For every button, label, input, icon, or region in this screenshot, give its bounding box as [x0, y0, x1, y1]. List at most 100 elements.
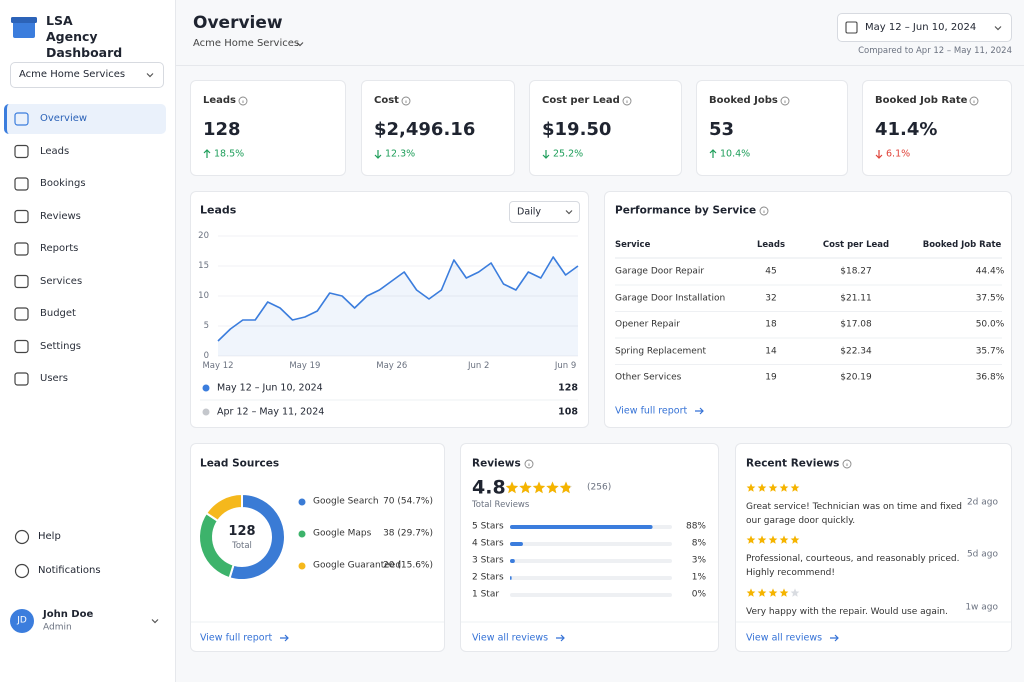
bar-value: 3%: [691, 555, 706, 566]
kpi-card: [696, 80, 848, 176]
kpi-card: [529, 80, 682, 176]
table-cell: $20.19: [840, 372, 872, 383]
x-tick-label: May 26: [376, 360, 408, 371]
legend-name: May 12 – Jun 10, 2024: [217, 382, 323, 394]
y-tick-label: 20: [198, 230, 209, 241]
card-title: Recent Reviews: [746, 457, 840, 470]
bar-value: 1%: [691, 572, 706, 583]
rating: 4.8: [472, 476, 506, 499]
table-cell: Spring Replacement: [615, 346, 707, 357]
header-divider: [176, 65, 1024, 66]
comparison: Compared to Apr 12 – May 11, 2024: [858, 45, 1012, 56]
kpi-value: 53: [709, 119, 735, 141]
account-select[interactable]: [10, 62, 164, 88]
x-tick-label: May 12: [202, 360, 234, 371]
bar-label: 3 Stars: [472, 555, 504, 566]
kpi-value: 128: [203, 119, 241, 141]
bar-value: 0%: [691, 589, 706, 600]
kpi-label: Cost per Lead: [542, 95, 620, 106]
kpi-label: Booked Job Rate: [875, 95, 968, 106]
nav-item[interactable]: Overview: [40, 113, 88, 124]
legend-value: 38 (29.7%): [383, 528, 433, 539]
kpi-label: Leads: [203, 95, 237, 106]
kpi-change: 25.2%: [553, 148, 584, 160]
kpi-label: Booked Jobs: [709, 95, 778, 106]
review-time: 2d ago: [966, 497, 998, 508]
table-cell: 19: [765, 372, 777, 383]
table-cell: 36.8%: [975, 372, 1005, 383]
kpi-change: 18.5%: [214, 148, 245, 160]
sidebar: [0, 0, 176, 682]
link[interactable]: View all reviews: [472, 632, 549, 644]
bar-label: 4 Stars: [472, 538, 504, 549]
date-range[interactable]: May 12 – Jun 10, 2024: [865, 22, 977, 33]
nav-item[interactable]: Reports: [40, 243, 79, 254]
table-cell: $22.34: [840, 346, 872, 357]
nav-item[interactable]: Help: [38, 531, 61, 542]
x-tick-label: Jun 9: [554, 360, 577, 371]
kpi-value: $2,496.16: [374, 119, 476, 141]
user-name: John Doe: [43, 609, 94, 620]
date-picker[interactable]: [837, 13, 1012, 42]
kpi-card: [361, 80, 515, 176]
nav-item[interactable]: Settings: [40, 340, 82, 352]
table-cell: 18: [765, 319, 777, 330]
reviews-card: [460, 443, 719, 652]
kpi-value: $19.50: [542, 119, 612, 141]
kpi-card: [862, 80, 1012, 176]
nav-item[interactable]: Budget: [40, 308, 76, 319]
table-cell: 35.7%: [975, 346, 1005, 357]
table-cell: Opener Repair: [615, 319, 680, 330]
table-cell: $17.08: [840, 319, 872, 330]
page-subtitle: Acme Home Services: [193, 38, 300, 49]
nav-active: [4, 104, 166, 134]
link[interactable]: View full report: [615, 405, 688, 417]
review-count: (256): [587, 482, 612, 493]
kpi-change: 10.4%: [720, 148, 751, 160]
recent-reviews-card: [735, 443, 1012, 652]
table-cell: Garage Door Repair: [615, 266, 705, 277]
avatar-initials: JD: [17, 615, 27, 626]
column-header: Cost per Lead: [822, 239, 890, 250]
kpi-change: 12.3%: [385, 148, 416, 160]
column-header: Service: [615, 239, 651, 250]
kpi-value: 41.4%: [875, 119, 938, 141]
review-time: 1w ago: [965, 602, 998, 613]
nav-item[interactable]: Services: [40, 275, 83, 287]
nav-item[interactable]: Notifications: [38, 565, 101, 576]
nav-item[interactable]: Bookings: [40, 178, 86, 189]
table-cell: Other Services: [615, 372, 682, 383]
interval-value[interactable]: Daily: [517, 206, 542, 218]
nav-item[interactable]: Users: [40, 373, 69, 384]
legend-name: Apr 12 – May 11, 2024: [217, 406, 325, 418]
chart-title: Leads: [200, 203, 237, 217]
y-tick-label: 10: [198, 290, 209, 301]
y-tick-label: 15: [198, 260, 209, 271]
card-title: Lead Sources: [200, 457, 280, 470]
link[interactable]: View full report: [200, 632, 273, 644]
legend-name: Google Maps: [313, 528, 372, 539]
review-text: Very happy with the repair. Would use ag…: [746, 607, 948, 617]
link[interactable]: View all reviews: [746, 632, 823, 644]
table-cell: 37.5%: [975, 293, 1005, 304]
legend-value: 70 (54.7%): [383, 496, 433, 507]
table-cell: 32: [765, 293, 777, 304]
interval-select[interactable]: [509, 201, 580, 223]
column-header: Booked Job Rate: [922, 239, 1002, 250]
y-tick-label: 5: [203, 320, 209, 331]
table-cell: $21.11: [840, 293, 872, 304]
donut-total: 128: [228, 524, 256, 540]
table-cell: 14: [765, 346, 777, 357]
legend-value: 20 (15.6%): [383, 560, 433, 571]
nav-item[interactable]: Reviews: [40, 210, 81, 222]
legend-total: 128: [558, 382, 578, 394]
table-cell: 45: [765, 266, 777, 277]
bar-value: 8%: [691, 538, 706, 549]
y-tick-label: 0: [203, 350, 209, 361]
bar-value: 88%: [685, 521, 706, 532]
table-cell: 50.0%: [975, 319, 1005, 330]
column-header: Leads: [756, 239, 786, 250]
bar-label: 5 Stars: [472, 521, 504, 532]
nav-item[interactable]: Leads: [40, 145, 70, 157]
